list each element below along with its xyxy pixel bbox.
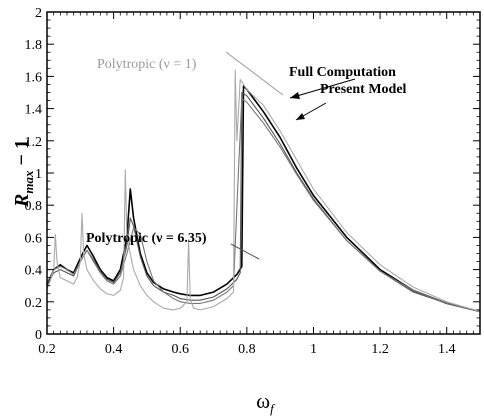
y-tick-label: 1.2: [25, 135, 43, 150]
annotation-present-model: Present Model: [320, 82, 407, 97]
x-tick-label: 0.4: [105, 342, 123, 357]
x-tick-label: 0.8: [238, 342, 256, 357]
series-layer: [46, 69, 481, 313]
y-axis-title-main: R: [11, 194, 33, 208]
x-axis-title-main: ω: [256, 389, 270, 413]
series-line-3: [46, 98, 481, 313]
x-tick-label: 0.6: [171, 342, 189, 357]
y-axis-title-subscript: max: [21, 170, 36, 194]
y-tick-label: 1: [35, 167, 42, 182]
ticks-layer: 0.2 0.4 0.6 0.8 1 1.2 1.400.20.40.60.811.21.41…: [25, 6, 480, 357]
leader-line-polytropic-635: [230, 243, 260, 260]
y-tick-label: 2: [35, 6, 42, 21]
arrow-present-model: [296, 113, 305, 120]
y-axis-title-tail: − 1: [11, 139, 33, 170]
arrow-full-computation: [290, 92, 300, 99]
x-axis-title: ωf: [256, 389, 276, 416]
y-tick-label: 0.6: [25, 231, 43, 246]
annotation-polytropic-635: Polytropic (ν = 6.35): [86, 231, 207, 246]
y-tick-label: 0.8: [25, 199, 43, 214]
x-tick-label: 1.2: [371, 342, 389, 357]
y-tick-label: 1.6: [25, 70, 43, 85]
y-tick-label: 0.4: [25, 264, 43, 279]
annotation-polytropic-1: Polytropic (ν = 1): [97, 57, 197, 72]
y-axis-title: Rmax − 1: [11, 139, 36, 208]
series-line-4: [46, 69, 481, 313]
y-tick-label: 1.4: [25, 103, 43, 118]
y-tick-label: 1.8: [25, 38, 43, 53]
annotation-full-computation: Full Computation: [289, 65, 396, 80]
leader-line-polytropic-1: [225, 51, 284, 96]
y-tick-label: 0.2: [25, 296, 43, 311]
series-line-1: [46, 85, 481, 313]
leader-line-full-computation: [289, 78, 356, 99]
y-tick-label: 0: [35, 328, 42, 343]
x-tick-label: 0.2: [38, 342, 56, 357]
x-tick-label: 1: [310, 342, 317, 357]
x-axis-title-subscript: f: [270, 401, 276, 416]
x-tick-label: 1.4: [438, 342, 456, 357]
